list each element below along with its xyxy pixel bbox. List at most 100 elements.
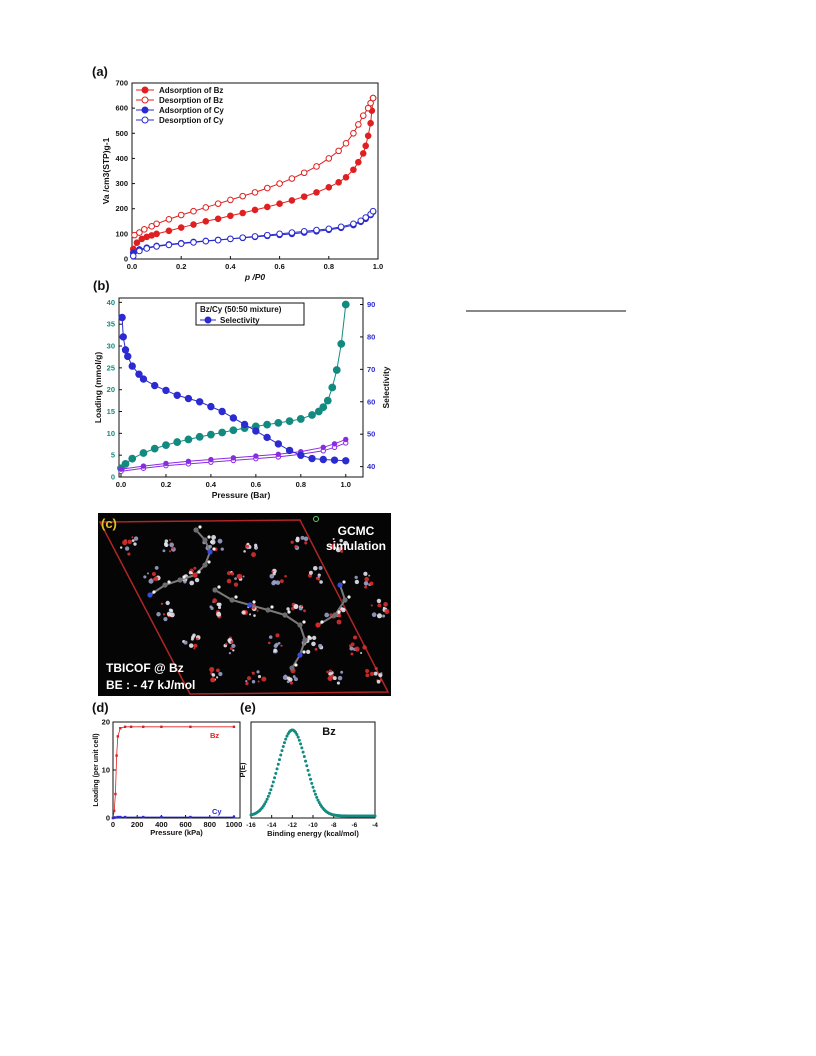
- chart-a-point: [153, 220, 160, 228]
- chart-b-ytick-label: 40: [107, 298, 115, 307]
- chart-a-point: [227, 235, 234, 243]
- framework-hydrogen: [152, 590, 156, 594]
- framework-bond: [214, 589, 233, 601]
- guest-atom: [165, 544, 168, 548]
- chart-b-point: [195, 432, 204, 441]
- guest-atom: [312, 635, 317, 641]
- chart-a-point: [355, 158, 362, 166]
- chart-b-ytick-label: 25: [107, 363, 115, 372]
- chart-e-point: [266, 794, 270, 798]
- guest-molecule-cluster: [267, 633, 283, 654]
- chart-a-point: [325, 184, 333, 191]
- guest-atom: [353, 635, 358, 640]
- chart-a-ytick-label: 700: [115, 79, 128, 88]
- framework-atom: [247, 602, 253, 608]
- guest-atom: [275, 633, 280, 638]
- guest-atom: [318, 643, 323, 648]
- chart-b-ytick-right-label: 60: [367, 397, 375, 406]
- chart-b-ylabel: Loading (mmol/g): [93, 352, 103, 423]
- chart-b-point: [297, 451, 305, 459]
- guest-atom: [273, 648, 277, 653]
- guest-atom: [337, 675, 343, 681]
- chart-e-point: [310, 781, 314, 785]
- guest-molecule-cluster: [223, 636, 236, 655]
- chart-b-point: [173, 391, 181, 399]
- chart-d-point: [113, 809, 116, 812]
- framework-atom: [177, 577, 183, 583]
- guest-atom: [261, 676, 267, 682]
- guest-atom: [164, 539, 169, 543]
- guest-atom: [253, 614, 256, 617]
- chart-b-point: [308, 411, 316, 419]
- chart-e-point: [305, 764, 309, 768]
- framework-hydrogen: [167, 580, 171, 584]
- chart-a-point: [177, 224, 185, 231]
- guest-atom: [143, 575, 147, 579]
- guest-atom: [289, 681, 293, 685]
- chart-a-legend-marker: [141, 116, 149, 124]
- chart-b-legend-box: [195, 302, 305, 326]
- framework-atom: [265, 607, 271, 613]
- guest-atom: [273, 643, 278, 648]
- guest-molecule-cluster: [143, 566, 161, 584]
- chart-a-point: [239, 209, 246, 217]
- chart-b-point: [173, 438, 182, 446]
- chart-e-point: [274, 771, 278, 775]
- guest-atom: [148, 578, 154, 584]
- chart-b-ytick-right-label: 70: [367, 365, 375, 374]
- chart-d-point: [115, 754, 118, 757]
- guest-molecule-cluster: [354, 571, 374, 589]
- guest-atom: [295, 538, 300, 543]
- guest-atom: [241, 610, 246, 615]
- chart-b-point: [184, 435, 193, 444]
- guest-atom: [306, 649, 311, 655]
- guest-atom: [303, 609, 306, 613]
- guest-atom: [327, 675, 333, 682]
- guest-atom: [124, 546, 130, 551]
- chart-b-point: [218, 407, 226, 416]
- chart-a-point: [362, 214, 370, 221]
- chart-a-point: [129, 252, 137, 260]
- framework-atom: [192, 572, 198, 578]
- guest-atom: [194, 577, 200, 583]
- guest-atom: [300, 535, 305, 540]
- chart-d-point: [142, 815, 145, 819]
- guest-atom: [365, 673, 370, 678]
- simulation-header-line1: GCMC: [338, 524, 375, 538]
- guest-atom: [211, 534, 216, 540]
- chart-a-ytick-label: 400: [115, 154, 128, 163]
- guest-atom: [362, 645, 367, 650]
- chart-e-point: [304, 759, 308, 763]
- guest-molecule-cluster: [286, 602, 306, 613]
- chart-e-xtick-label: -8: [331, 822, 337, 829]
- chart-e-point: [281, 744, 285, 748]
- guest-atom: [340, 550, 344, 553]
- framework-hydrogen: [252, 600, 256, 604]
- chart-e-point: [269, 788, 273, 792]
- framework-bond: [284, 614, 301, 626]
- chart-a-xtick-label: 0.6: [274, 262, 284, 271]
- guest-atom: [236, 574, 241, 579]
- guest-atom: [245, 679, 248, 683]
- chart-b-xtick-label: 0.0: [116, 480, 126, 489]
- chart-a-point: [342, 140, 350, 147]
- guest-atom: [210, 677, 216, 683]
- chart-e-point: [276, 762, 280, 766]
- guest-molecule-cluster: [156, 600, 175, 622]
- chart-d-point: [129, 725, 133, 728]
- guest-atom: [369, 671, 375, 676]
- chart-d-frame: [112, 721, 241, 819]
- chart-b-point: [323, 396, 332, 405]
- guest-atom: [368, 574, 371, 577]
- simulation-caption-line2: BE : - 47 kJ/mol: [106, 678, 195, 692]
- chart-a-point: [335, 179, 342, 186]
- guest-molecule-cluster: [209, 667, 223, 683]
- chart-d-point: [119, 815, 122, 819]
- guest-atom: [163, 617, 168, 622]
- chart-a-point: [214, 236, 222, 244]
- guest-atom: [168, 550, 172, 553]
- guest-atom: [317, 575, 321, 579]
- chart-b-point: [337, 339, 346, 348]
- chart-b-point: [319, 403, 328, 412]
- guest-atom: [226, 578, 232, 584]
